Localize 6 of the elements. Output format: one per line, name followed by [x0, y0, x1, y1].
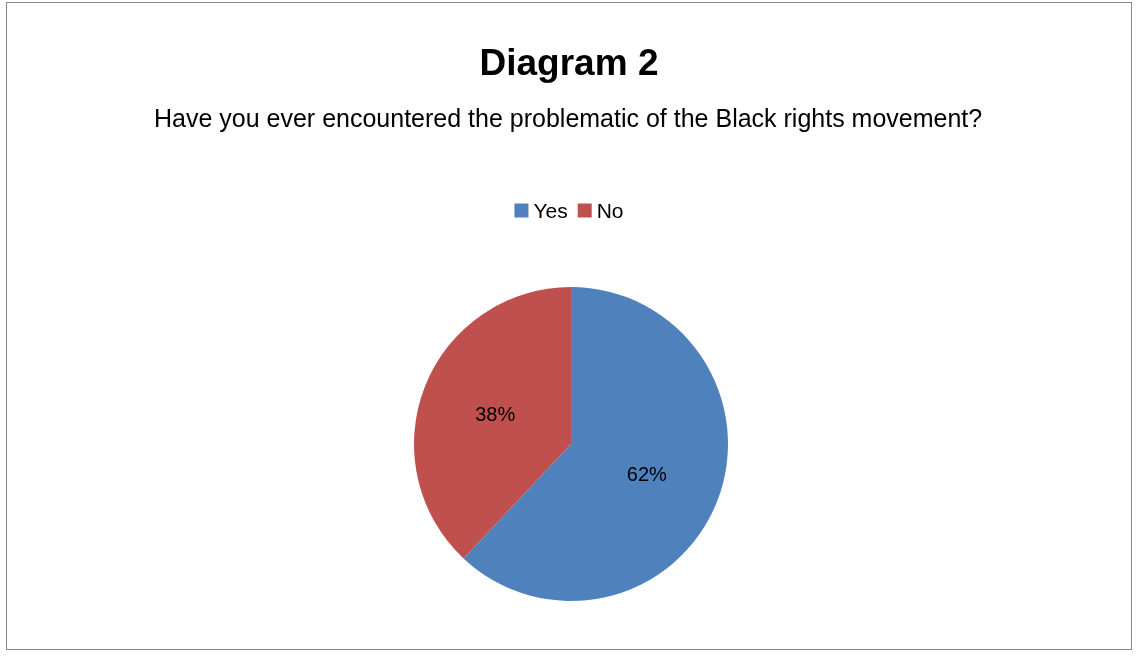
data-label: 62%: [626, 463, 668, 485]
data-label: 38%: [475, 403, 516, 425]
chart-title: Diagram 2: [479, 42, 659, 83]
legend-label: No: [596, 199, 624, 222]
legend-label: Yes: [533, 199, 568, 222]
chart-subtitle: Have you ever encountered the problematic of the Black rights movement?: [154, 104, 983, 132]
